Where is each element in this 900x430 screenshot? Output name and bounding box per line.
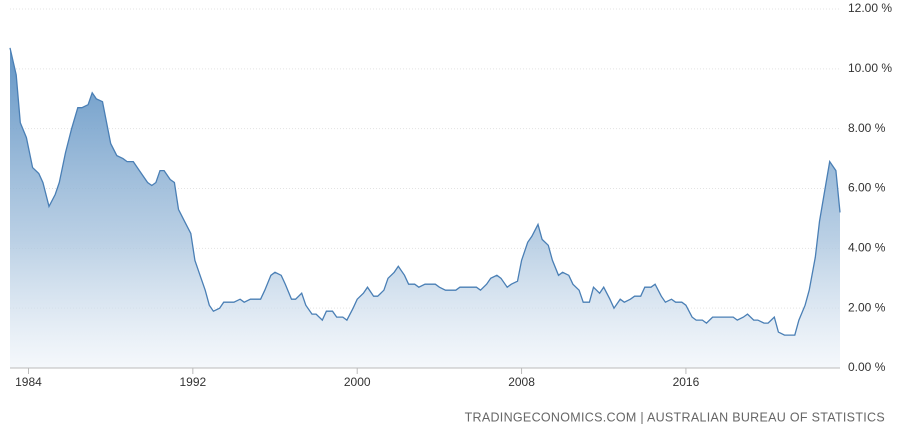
x-tick-label: 2000 (344, 375, 371, 389)
y-tick-label: 8.00 % (848, 121, 886, 135)
y-tick-label: 4.00 % (848, 241, 886, 255)
y-tick-label: 6.00 % (848, 181, 886, 195)
x-tick-label: 2016 (673, 375, 700, 389)
line (9, 47, 841, 336)
y-tick-label: 0.00 % (848, 360, 886, 374)
y-tick-label: 2.00 % (848, 300, 886, 314)
x-tick-label: 1984 (15, 375, 42, 389)
y-tick-label: 10.00 % (848, 61, 892, 75)
area-fill (10, 47, 840, 369)
source-note: TRADINGECONOMICS.COM | AUSTRALIAN BUREAU… (465, 410, 885, 424)
x-tick-label: 1992 (179, 375, 206, 389)
y-tick-label: 12.00 % (848, 1, 892, 15)
x-tick-label: 2008 (508, 375, 535, 389)
